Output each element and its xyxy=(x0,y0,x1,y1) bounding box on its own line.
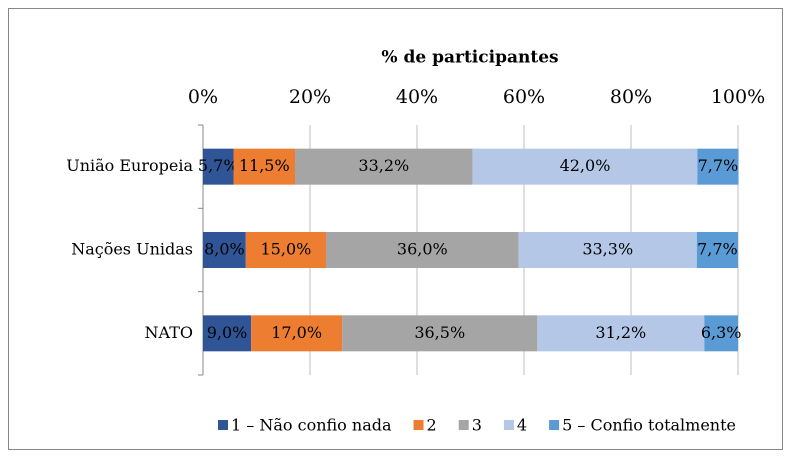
x-tick-label: 80% xyxy=(610,86,652,108)
y-tick-label: NATO xyxy=(145,323,193,342)
bar-segment xyxy=(342,315,538,352)
bar-segment xyxy=(245,232,327,268)
legend-swatch xyxy=(413,420,424,430)
bar-segment xyxy=(537,315,705,352)
data-label: 7,7% xyxy=(697,240,738,259)
data-label: 42,0% xyxy=(560,156,611,175)
bar-segment xyxy=(203,315,252,352)
legend-label: 4 xyxy=(517,416,527,435)
data-label: 5,7% xyxy=(198,156,239,175)
legend-label: 3 xyxy=(472,416,482,435)
x-tick-label: 20% xyxy=(289,86,331,108)
bar-segment xyxy=(472,148,698,185)
data-label: 36,5% xyxy=(414,323,465,342)
data-label: 17,0% xyxy=(271,323,322,342)
x-tick-label: 60% xyxy=(503,86,545,108)
legend-swatch xyxy=(549,420,560,430)
bar-segment xyxy=(697,148,739,185)
data-label: 31,2% xyxy=(595,323,646,342)
legend-swatch xyxy=(503,420,514,430)
legend-label: 5 – Confio totalmente xyxy=(562,416,736,435)
bar-segment xyxy=(518,232,697,268)
x-tick-label: 40% xyxy=(396,86,438,108)
chart-title: % de participantes xyxy=(381,48,558,68)
legend-swatch xyxy=(218,420,228,430)
data-label: 33,2% xyxy=(358,156,409,175)
legend-label: 2 xyxy=(427,416,437,435)
x-tick-label: 0% xyxy=(188,86,218,108)
data-label: 6,3% xyxy=(701,323,742,342)
bar-segment xyxy=(295,148,473,185)
legend-swatch xyxy=(458,420,469,430)
data-label: 33,3% xyxy=(582,240,633,259)
data-label: 9,0% xyxy=(207,323,248,342)
data-label: 11,5% xyxy=(239,156,290,175)
legend-label: 1 – Não confio nada xyxy=(231,416,392,435)
data-label: 36,0% xyxy=(397,240,448,259)
data-label: 8,0% xyxy=(204,240,245,259)
bar-segment xyxy=(704,315,738,352)
bar-segment xyxy=(233,148,296,185)
y-tick-label: Nações Unidas xyxy=(71,240,193,259)
bar-segment xyxy=(326,232,519,268)
x-tick-label: 100% xyxy=(711,86,765,108)
bar-segment xyxy=(696,232,738,268)
data-label: 15,0% xyxy=(261,240,312,259)
chart-border xyxy=(8,8,783,450)
data-label: 7,7% xyxy=(698,156,739,175)
bar-segment xyxy=(203,232,246,268)
y-tick-label: União Europeia xyxy=(66,156,193,175)
bar-segment xyxy=(203,148,234,185)
bar-segment xyxy=(251,315,343,352)
